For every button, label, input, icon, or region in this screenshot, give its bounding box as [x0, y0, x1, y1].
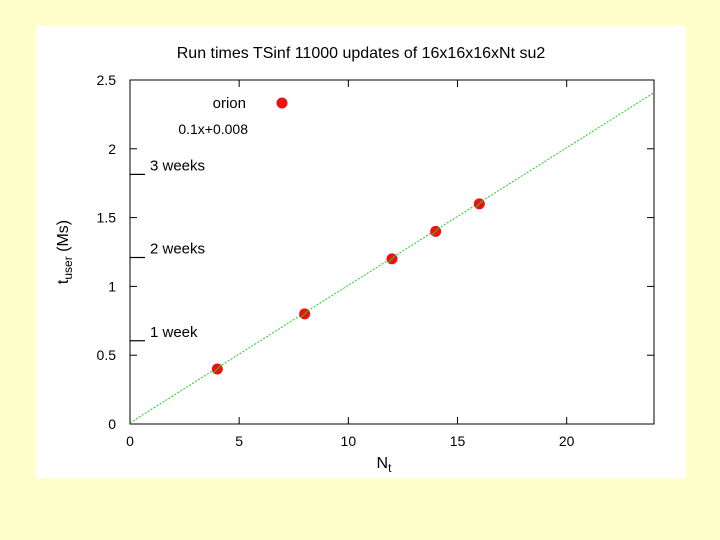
- data-point-fit-overlay: [212, 364, 222, 374]
- axis-frame: [129, 79, 655, 425]
- axis-ticks: 0 5 10 15 20 0 0.5 1 1.5 2 2.5: [97, 72, 654, 449]
- y-axis-label-main: t: [55, 279, 72, 284]
- y-axis-label: tuser (Ms): [55, 220, 75, 284]
- scatter-chart: Run times TSinf 11000 updates of 16x16x1…: [55, 45, 655, 475]
- data-point-fit-overlay: [300, 309, 310, 319]
- legend-fit-label: 0.1x+0.008: [178, 121, 248, 137]
- chart-title: Run times TSinf 11000 updates of 16x16x1…: [177, 45, 546, 62]
- annotation-label: 1 week: [150, 324, 198, 341]
- chart-panel: Run times TSinf 11000 updates of 16x16x1…: [36, 26, 686, 478]
- y-tick-label: 0.5: [97, 347, 117, 363]
- x-tick-label: 5: [235, 433, 243, 449]
- x-tick-label: 0: [126, 433, 134, 449]
- x-tick-label: 10: [341, 433, 357, 449]
- x-axis-label-main: N: [377, 455, 389, 472]
- data-point-fit-overlay: [431, 227, 441, 236]
- annotation-label: 2 weeks: [150, 241, 205, 258]
- x-axis-label-sub: t: [388, 461, 392, 475]
- data-point-fit-overlay: [474, 199, 484, 209]
- legend-orion-marker: [276, 97, 288, 109]
- x-axis-label: Nt: [377, 455, 393, 475]
- duration-annotations: 3 weeks 2 weeks 1 week: [130, 157, 205, 342]
- y-axis-label-suffix: (Ms): [55, 220, 72, 256]
- y-axis-label-sub: user: [61, 256, 75, 279]
- y-tick-label: 2: [108, 141, 116, 157]
- y-tick-label: 1.5: [97, 210, 117, 226]
- data-points: [211, 198, 485, 375]
- y-tick-label: 2.5: [97, 72, 117, 88]
- x-tick-label: 20: [559, 433, 575, 449]
- annotation-label: 3 weeks: [150, 157, 205, 174]
- x-tick-label: 15: [450, 433, 466, 449]
- y-tick-label: 1: [108, 278, 116, 294]
- y-tick-label: 0: [108, 416, 116, 432]
- legend: orion 0.1x+0.008: [178, 95, 288, 137]
- legend-orion-label: orion: [213, 95, 246, 112]
- data-point-fit-overlay: [387, 254, 397, 264]
